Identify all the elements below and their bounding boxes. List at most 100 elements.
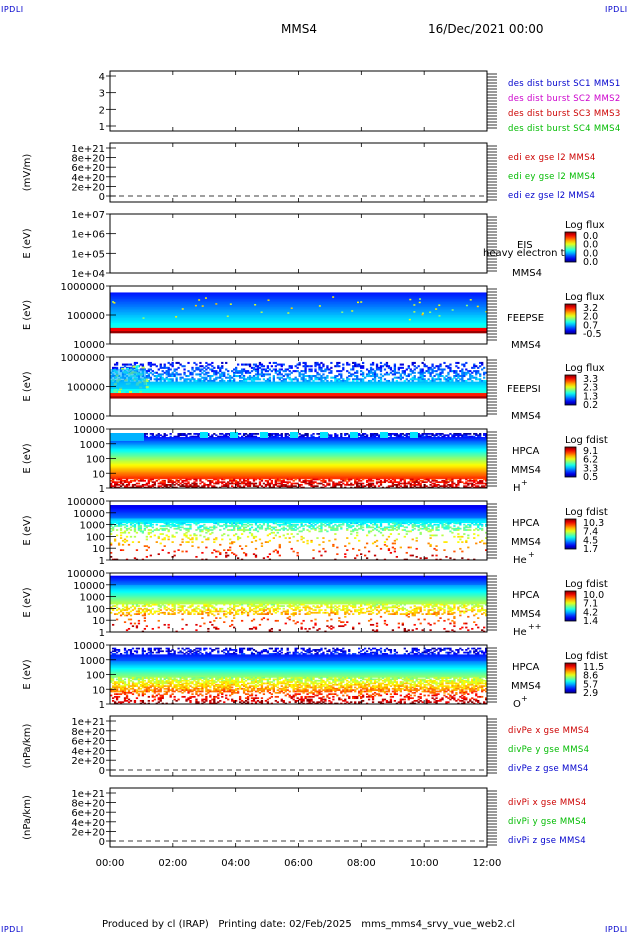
y-tick-label: 1000 [80, 521, 105, 532]
colorbar-title: Log flux [565, 363, 605, 374]
y-tick-label: 6e+20 [71, 808, 105, 819]
y-axis-label: E (eV) [22, 587, 33, 617]
instrument-label: FEEPSI [507, 384, 541, 395]
y-tick-label: 4e+20 [71, 818, 105, 829]
species-sup-label: + [521, 478, 528, 487]
colorbar [564, 662, 577, 694]
y-tick-label: 100000 [67, 311, 105, 322]
instrument-label: HPCA [512, 662, 540, 673]
y-tick-label: 1000 [80, 656, 105, 667]
species-sup-label: + [521, 694, 528, 703]
legend-entry: divPe y gse MMS4 [508, 745, 589, 755]
y-tick-label: 1 [99, 556, 105, 567]
panel-feeps-i: 1000000 100000 10000 E (eV) FEEPSI MMS4 Log fl… [22, 353, 605, 423]
side-labels: HPCA MMS4 O+ [511, 662, 541, 710]
y-tick-label: 8e+20 [71, 727, 105, 738]
colorbar-tick-label: 0.2 [583, 400, 598, 411]
colorbar-tick-label: 4.5 [583, 535, 598, 546]
spacecraft-label: MMS4 [511, 609, 541, 620]
y-tick-label: 1000000 [60, 353, 105, 364]
side-labels: FEEPSI MMS4 [507, 384, 541, 422]
y-tick-label: 1 [99, 484, 105, 495]
y-tick-label: 4 [99, 72, 105, 83]
panel-frame [109, 787, 488, 848]
spacecraft-label: MMS4 [512, 268, 542, 279]
colorbar-tick-label: 10.3 [583, 518, 604, 529]
legend-entry: divPe x gse MMS4 [508, 726, 589, 736]
legend-entry: des dist burst SC2 MMS2 [508, 94, 621, 104]
colorbar-title: Log flux [565, 220, 605, 231]
colorbar-tick-label: 0.0 [583, 248, 598, 259]
side-labels: HPCA MMS4 He++ [511, 590, 541, 638]
colorbar-tick-label: 6.2 [583, 455, 598, 466]
panel-hpca-h: 10000 1000 100 10 1 E (eV) HPCA MMS4 H+ Log fdist… [22, 425, 608, 495]
time-tick-label: 06:00 [284, 858, 313, 869]
y-tick-label: 10000 [73, 412, 105, 423]
y-tick-label: 8e+20 [71, 799, 105, 810]
y-tick-label: 1e+07 [71, 210, 105, 221]
y-tick-label: 1e+21 [71, 717, 105, 728]
panel-hpca-o: 10000 1000 100 10 1 E (eV) HPCA MMS4 O+ Log fdist… [22, 641, 608, 711]
legend-entry: des dist burst SC1 MMS1 [508, 79, 621, 89]
heatmap-feeps-e [110, 292, 488, 334]
species-label: He [513, 627, 527, 638]
y-axis-label: E (eV) [22, 371, 33, 401]
legend-entry: divPi z gse MMS4 [508, 836, 586, 846]
colorbar-title: Log fdist [565, 507, 608, 518]
colorbar-tick-label: 8.6 [583, 671, 598, 682]
y-tick-label: 1e+05 [71, 249, 105, 260]
y-axis-label: E (eV) [22, 443, 33, 473]
y-axis-label: E (eV) [22, 659, 33, 689]
y-tick-label: 4e+20 [71, 173, 105, 184]
colorbar-title: Log flux [565, 292, 605, 303]
y-tick-label: 100 [86, 532, 105, 543]
heatmap-hpca-he2 [110, 575, 488, 633]
species-sup-label: ++ [528, 622, 541, 631]
species-label: H [513, 483, 521, 494]
page-title: MMS4 [281, 22, 317, 36]
page-date: 16/Dec/2021 00:00 [428, 22, 544, 36]
y-tick-label: 1000 [80, 440, 105, 451]
panel-frame [109, 70, 488, 132]
y-tick-label: 10000 [73, 581, 105, 592]
y-tick-label: 1 [99, 122, 105, 133]
colorbar-tick-label: 10.0 [583, 590, 604, 601]
colorbar-tick-label: 2.0 [583, 312, 598, 323]
heatmap-hpca-h [110, 432, 488, 489]
y-tick-label: 4e+20 [71, 746, 105, 757]
instrument-label: FEEPSE [507, 313, 544, 324]
heatmap-hpca-he [110, 505, 488, 561]
y-tick-label: 1e+21 [71, 789, 105, 800]
y-tick-label: 8e+20 [71, 154, 105, 165]
legend-entry: divPi x gse MMS4 [508, 798, 587, 808]
y-axis-label: E (eV) [22, 300, 33, 330]
y-tick-label: 10 [92, 469, 105, 480]
instrument-label: HPCA [512, 518, 540, 529]
colorbar [564, 590, 577, 622]
y-tick-label: 10000 [73, 509, 105, 520]
legend-entry: divPi y gse MMS4 [508, 817, 587, 827]
spacecraft-label: MMS4 [511, 411, 541, 422]
y-tick-label: 100 [86, 671, 105, 682]
colorbar-tick-label: 3.3 [583, 374, 598, 385]
time-tick-label: 04:00 [221, 858, 250, 869]
species-label: O [513, 699, 521, 710]
panel-frame [109, 213, 488, 274]
spacecraft-label: MMS4 [511, 537, 541, 548]
species-label: He [513, 555, 527, 566]
time-tick-label: 02:00 [158, 858, 187, 869]
colorbar [564, 518, 577, 550]
instrument-label: HPCA [512, 590, 540, 601]
y-tick-label: 10000 [73, 340, 105, 351]
y-tick-label: 10 [92, 544, 105, 555]
panel-frame [109, 142, 488, 203]
y-tick-label: 100000 [67, 497, 105, 508]
legend-entry: des dist burst SC4 MMS4 [508, 124, 621, 134]
spacecraft-label: MMS4 [511, 681, 541, 692]
panel-des-dist-burst: 4 3 2 1 des dist burst SC1 MMS1 des dist burs… [99, 70, 621, 134]
side-labels: FEEPSE MMS4 [507, 313, 544, 351]
